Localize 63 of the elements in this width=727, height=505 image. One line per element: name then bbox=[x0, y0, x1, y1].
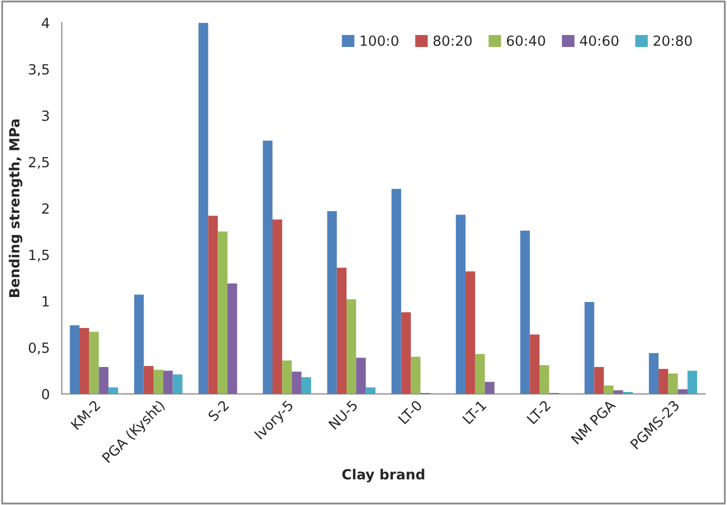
x-tick-label: LT-0 bbox=[398, 400, 423, 424]
bar bbox=[594, 366, 604, 394]
bar bbox=[687, 370, 698, 394]
bar bbox=[584, 302, 594, 394]
bar bbox=[198, 22, 208, 394]
bar bbox=[658, 368, 668, 394]
bar bbox=[466, 271, 476, 394]
bar bbox=[366, 387, 376, 394]
bar bbox=[163, 370, 173, 394]
bar bbox=[89, 332, 99, 394]
legend-label: 100:0 bbox=[360, 35, 398, 46]
bar bbox=[70, 325, 80, 394]
bar bbox=[346, 299, 356, 394]
bar bbox=[208, 216, 218, 394]
bar bbox=[108, 387, 118, 394]
bar bbox=[392, 188, 402, 394]
bar bbox=[456, 214, 466, 394]
bar bbox=[292, 372, 302, 394]
bar bbox=[227, 283, 238, 394]
x-tick-label: LT-1 bbox=[462, 400, 487, 424]
bar bbox=[356, 358, 366, 394]
legend-label: 60:40 bbox=[506, 35, 546, 46]
x-axis-title: Clay brand bbox=[342, 468, 424, 482]
bar bbox=[540, 365, 550, 394]
bar bbox=[484, 382, 494, 394]
x-tick-label: LT-2 bbox=[526, 400, 551, 424]
y-axis-title: Bending strength, MPa bbox=[8, 119, 22, 297]
legend-label: 20:80 bbox=[654, 35, 692, 46]
bar bbox=[144, 366, 154, 394]
bar bbox=[520, 230, 530, 394]
bar bbox=[475, 354, 485, 394]
y-tick-label: 4 bbox=[42, 18, 50, 28]
bar bbox=[172, 374, 182, 394]
bar bbox=[153, 370, 164, 394]
x-tick-label: S-2 bbox=[207, 400, 230, 422]
x-tick-label: NM PGA bbox=[570, 399, 616, 445]
legend-label: 80:20 bbox=[434, 35, 472, 46]
bar bbox=[530, 334, 540, 394]
legend-label: 40:60 bbox=[580, 35, 618, 46]
bar bbox=[218, 232, 228, 394]
bar bbox=[614, 390, 624, 394]
bar bbox=[327, 211, 337, 394]
bar bbox=[282, 360, 292, 394]
y-tick-label: 0,5 bbox=[28, 342, 49, 354]
bar bbox=[336, 268, 346, 394]
bar bbox=[401, 312, 411, 394]
y-tick-label: 3 bbox=[42, 110, 49, 121]
y-tick-label: 2,5 bbox=[28, 156, 49, 169]
bar bbox=[604, 386, 614, 394]
bar bbox=[648, 353, 659, 394]
bar bbox=[98, 366, 108, 394]
y-tick-label: 1,5 bbox=[29, 250, 49, 262]
y-tick-label: 2 bbox=[42, 203, 49, 214]
bar bbox=[272, 219, 282, 394]
y-tick-label: 3,5 bbox=[28, 64, 49, 76]
bar bbox=[262, 140, 273, 394]
bar bbox=[79, 328, 90, 394]
y-tick-label: 0 bbox=[42, 388, 50, 400]
bar bbox=[410, 356, 420, 394]
bar bbox=[134, 294, 144, 394]
bar bbox=[301, 377, 312, 394]
bar bbox=[668, 373, 678, 394]
y-tick-label: 1 bbox=[42, 296, 49, 306]
